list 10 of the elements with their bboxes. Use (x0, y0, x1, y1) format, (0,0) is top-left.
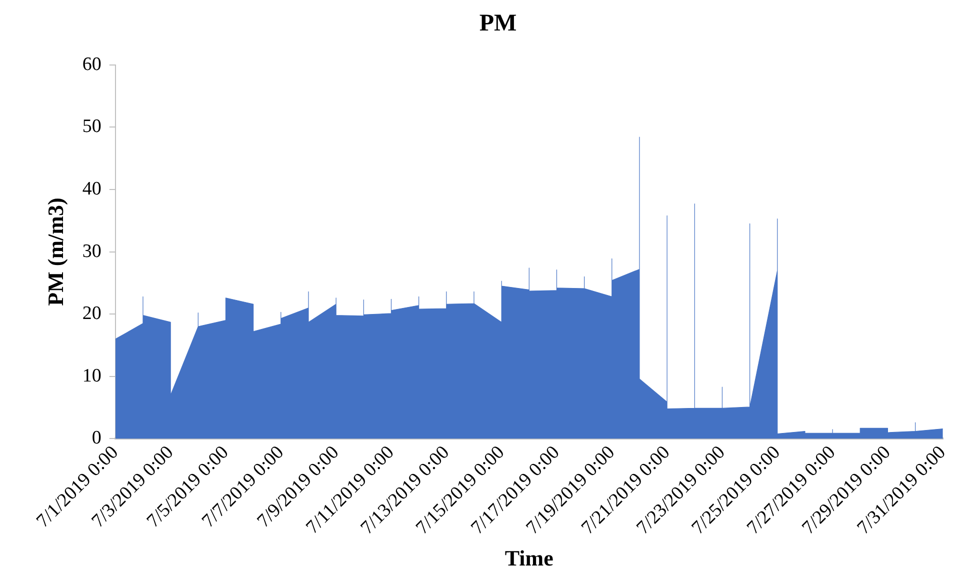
y-tick-label: 10 (82, 365, 102, 386)
y-tick-label: 20 (82, 303, 102, 324)
y-tick-label: 30 (82, 240, 102, 262)
y-tick-label: 50 (82, 116, 102, 138)
y-tick-label: 0 (92, 428, 102, 449)
x-axis-title: Time (504, 545, 554, 570)
chart-title: PM (479, 10, 517, 37)
y-tick-label: 40 (82, 178, 102, 200)
y-axis-title: PM (m/m3) (42, 198, 68, 306)
y-tick-label: 60 (82, 54, 102, 75)
